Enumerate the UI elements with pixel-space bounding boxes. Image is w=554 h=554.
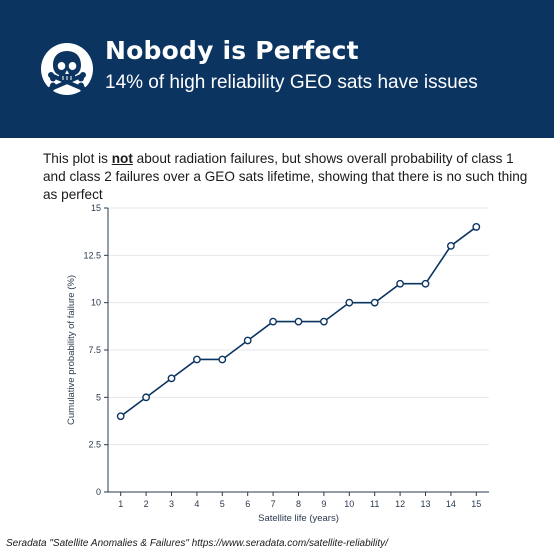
x-tick-label: 10: [344, 499, 354, 509]
y-axis-label: Cumulative probability of failure (%): [66, 275, 77, 425]
x-tick-label: 5: [220, 499, 225, 509]
data-point: [472, 223, 481, 231]
y-tick-label: 10: [91, 298, 101, 308]
data-point: [446, 241, 455, 250]
y-tick-label: 15: [91, 203, 101, 213]
x-tick-label: 3: [169, 499, 174, 509]
x-tick-label: 14: [446, 499, 456, 509]
data-point: [319, 317, 328, 326]
description-after: about radiation failures, but shows over…: [43, 151, 528, 202]
x-tick-label: 6: [245, 499, 250, 509]
x-axis-label: Satellite life (years): [258, 513, 339, 524]
y-tick-label: 0: [96, 487, 101, 497]
description-emphasis: not: [111, 151, 133, 166]
description-before: This plot is: [43, 151, 112, 166]
x-tick-label: 4: [194, 499, 199, 509]
x-tick-label: 9: [321, 499, 326, 509]
data-point: [243, 336, 252, 345]
header-banner: Nobody is Perfect 14% of high reliabilit…: [0, 0, 554, 138]
data-point: [142, 393, 151, 402]
y-tick-label: 7.5: [88, 345, 101, 355]
x-tick-label: 1: [118, 499, 123, 509]
data-point: [294, 317, 303, 326]
data-point: [167, 374, 176, 383]
description-text: This plot is not about radiation failure…: [43, 150, 533, 204]
data-point: [269, 317, 277, 326]
page-subtitle: 14% of high reliability GEO sats have is…: [105, 72, 478, 93]
x-tick-label: 2: [144, 499, 149, 509]
y-tick-label: 2.5: [88, 440, 101, 450]
data-point: [218, 355, 227, 364]
x-tick-label: 8: [296, 499, 301, 509]
y-tick-label: 12.5: [83, 250, 101, 260]
x-tick-label: 12: [395, 499, 405, 509]
skull-crossbones-icon: [41, 43, 93, 95]
data-point: [192, 355, 201, 364]
data-point: [116, 412, 125, 421]
data-point: [345, 298, 354, 307]
x-tick-label: 15: [471, 499, 481, 509]
x-tick-label: 11: [370, 499, 379, 509]
y-tick-label: 5: [96, 392, 101, 402]
source-citation: Seradata "Satellite Anomalies & Failures…: [6, 538, 388, 549]
data-point: [421, 279, 430, 288]
data-point: [370, 298, 379, 307]
page-title: Nobody is Perfect: [105, 36, 359, 65]
data-point: [396, 279, 404, 288]
x-tick-label: 13: [420, 499, 430, 509]
x-tick-label: 7: [271, 499, 276, 509]
